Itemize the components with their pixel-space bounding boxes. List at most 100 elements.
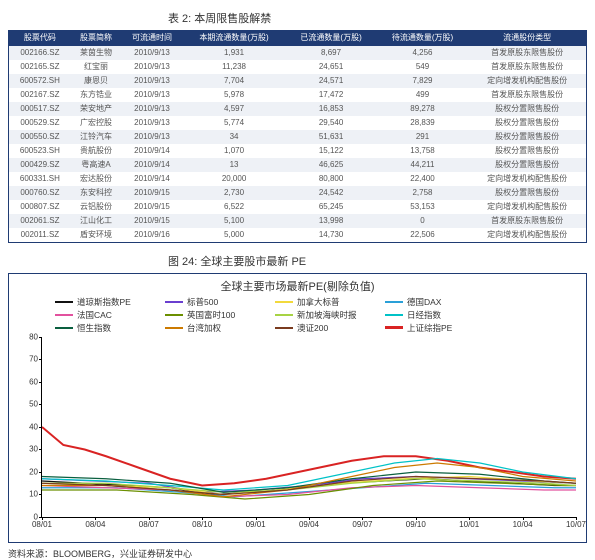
table-cell: 5,000 (183, 228, 286, 243)
table-cell: 2010/9/15 (121, 214, 183, 228)
table-cell: 22,506 (377, 228, 468, 243)
table-cell: 定向增发机构配售股份 (468, 228, 586, 243)
x-tick-label: 10/07 (566, 520, 586, 529)
table-cell: 000760.SZ (9, 186, 71, 200)
table-cell: 13 (183, 158, 286, 172)
table-cell: 29,540 (285, 116, 376, 130)
table-cell: 股权分置限售股份 (468, 144, 586, 158)
table-cell: 46,625 (285, 158, 376, 172)
table-cell: 000429.SZ (9, 158, 71, 172)
table-cell: 6,522 (183, 200, 286, 214)
legend-item: 英国富时100 (165, 309, 275, 321)
y-tick-mark (39, 427, 42, 428)
table-cell: 000550.SZ (9, 130, 71, 144)
table-cell: 15,122 (285, 144, 376, 158)
legend-label: 日经指数 (407, 309, 441, 321)
table-cell: 20,000 (183, 172, 286, 186)
y-tick-label: 50 (20, 400, 38, 409)
table-cell: 2010/9/13 (121, 46, 183, 60)
legend-label: 上证综指PE (407, 322, 452, 334)
table-cell: 云铝股份 (71, 200, 121, 214)
y-tick-label: 80 (20, 332, 38, 341)
y-tick-mark (39, 449, 42, 450)
legend-swatch (165, 327, 183, 329)
y-tick-label: 40 (20, 422, 38, 431)
table-header: 可流通时间 (121, 31, 183, 46)
legend-label: 新加坡海峡时报 (297, 309, 357, 321)
table-cell: 首发原股东限售股份 (468, 60, 586, 74)
x-tick-mark (202, 517, 203, 520)
table-cell: 16,853 (285, 102, 376, 116)
y-tick-label: 30 (20, 445, 38, 454)
table-row: 000529.SZ广宏控股2010/9/135,77429,54028,839股… (9, 116, 587, 130)
table-cell: 44,211 (377, 158, 468, 172)
table-cell: 89,278 (377, 102, 468, 116)
table-cell: 8,697 (285, 46, 376, 60)
table-row: 000807.SZ云铝股份2010/9/156,52265,24553,153定… (9, 200, 587, 214)
table-cell: 51,631 (285, 130, 376, 144)
y-tick-mark (39, 382, 42, 383)
table-cell: 000529.SZ (9, 116, 71, 130)
table-cell: 2010/9/13 (121, 60, 183, 74)
table-cell: 24,571 (285, 74, 376, 88)
table-row: 002011.SZ盾安环境2010/9/165,00014,73022,506定… (9, 228, 587, 243)
y-tick-label: 20 (20, 467, 38, 476)
table-cell: 5,100 (183, 214, 286, 228)
x-tick-mark (523, 517, 524, 520)
pe-chart: 全球主要市场最新PE(剔除负值) 道琼斯指数PE标普500加拿大标普德国DAX法… (8, 273, 587, 543)
table-cell: 定向增发机构配售股份 (468, 172, 586, 186)
legend-label: 德国DAX (407, 296, 441, 308)
y-tick-label: 60 (20, 377, 38, 386)
table-cell: 5,978 (183, 88, 286, 102)
table-cell: 002011.SZ (9, 228, 71, 243)
table-cell: 549 (377, 60, 468, 74)
x-tick-mark (416, 517, 417, 520)
legend-swatch (275, 327, 293, 329)
table-cell: 贵航股份 (71, 144, 121, 158)
table-cell: 莱茵生物 (71, 46, 121, 60)
table-row: 002061.SZ江山化工2010/9/155,10013,9980首发原股东限… (9, 214, 587, 228)
legend-swatch (275, 314, 293, 316)
table-row: 002166.SZ莱茵生物2010/9/131,9318,6974,256首发原… (9, 46, 587, 60)
x-tick-mark (309, 517, 310, 520)
legend-swatch (55, 314, 73, 316)
table-cell: 000807.SZ (9, 200, 71, 214)
table-cell: 002061.SZ (9, 214, 71, 228)
table-row: 600523.SH贵航股份2010/9/141,07015,12213,758股… (9, 144, 587, 158)
table-cell: 13,758 (377, 144, 468, 158)
legend-item: 德国DAX (385, 296, 495, 308)
table-cell: 4,597 (183, 102, 286, 116)
x-tick-label: 09/01 (246, 520, 266, 529)
x-tick-label: 09/10 (406, 520, 426, 529)
y-tick-mark (39, 359, 42, 360)
x-tick-label: 08/01 (32, 520, 52, 529)
legend-item: 道琼斯指数PE (55, 296, 165, 308)
x-tick-mark (95, 517, 96, 520)
legend-swatch (165, 301, 183, 303)
x-tick-mark (149, 517, 150, 520)
table-cell: 股权分置限售股份 (468, 116, 586, 130)
table-cell: 股权分置限售股份 (468, 130, 586, 144)
table-cell: 江铃汽车 (71, 130, 121, 144)
table-cell: 002165.SZ (9, 60, 71, 74)
table-cell: 000517.SZ (9, 102, 71, 116)
legend-swatch (165, 314, 183, 316)
table-cell: 广宏控股 (71, 116, 121, 130)
legend-swatch (385, 314, 403, 316)
table-cell: 江山化工 (71, 214, 121, 228)
y-tick-mark (39, 404, 42, 405)
x-tick-label: 09/04 (299, 520, 319, 529)
table-cell: 2010/9/14 (121, 158, 183, 172)
table-cell: 荣安地产 (71, 102, 121, 116)
table-cell: 22,400 (377, 172, 468, 186)
legend-label: 加拿大标普 (297, 296, 340, 308)
table-header: 股票代码 (9, 31, 71, 46)
table-cell: 34 (183, 130, 286, 144)
table-cell: 11,238 (183, 60, 286, 74)
table-cell: 首发原股东限售股份 (468, 88, 586, 102)
table-cell: 2010/9/13 (121, 88, 183, 102)
y-tick-label: 10 (20, 490, 38, 499)
table-cell: 002167.SZ (9, 88, 71, 102)
table-cell: 定向增发机构配售股份 (468, 74, 586, 88)
table-cell: 53,153 (377, 200, 468, 214)
